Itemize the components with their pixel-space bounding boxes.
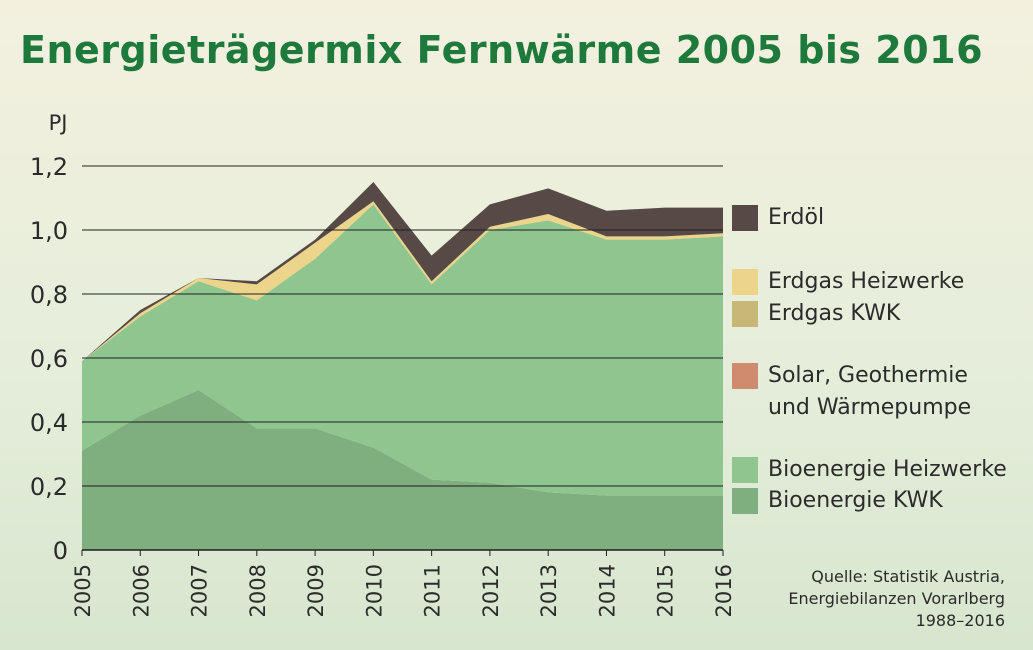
legend-item-bioenergie-kwk: Bioenergie KWK [732,485,943,517]
x-tick-label: 2011 [421,564,445,617]
legend-swatch [732,269,758,295]
area-series-0 [82,390,723,550]
legend-swatch [732,488,758,514]
x-tick-label: 2005 [71,564,95,617]
x-tick-label: 2012 [479,564,503,617]
legend-label: Bioenergie KWK [768,488,943,513]
area-series-group [82,182,723,550]
x-tick-label: 2016 [712,564,736,617]
y-tick-label: 0 [53,537,68,565]
legend-label: Solar, Geothermie und Wärmepumpe [768,363,972,420]
grid-lines [82,165,723,551]
legend-label: Erdgas Heizwerke [768,269,965,294]
legend-swatch [732,457,758,483]
y-tick-label: 0,4 [30,409,68,437]
legend-item-erdgas-kwk: Erdgas KWK [732,298,900,330]
legend-label: Erdöl [768,205,825,230]
y-tick-label: 1,2 [30,153,68,181]
y-axis-label: PJ [49,111,68,135]
source-note: Quelle: Statistik Austria, Energiebilanz… [788,567,1005,630]
legend-swatch [732,301,758,327]
x-tick-label: 2007 [188,564,212,617]
chart-title: Energieträgermix Fernwärme 2005 bis 2016 [20,28,984,72]
x-tick-label: 2014 [595,564,619,617]
x-tick-label: 2015 [654,564,678,617]
x-tick-label: 2013 [537,564,561,617]
y-tick-label: 0,6 [30,345,68,373]
x-axis: 2005 2006 2007 2008 2009 2010 2011 2012 2013 2014… [71,550,736,617]
area-series-1 [82,204,723,496]
y-axis: 0 0,2 0,4 0,6 0,8 1,0 1,2 [30,153,68,565]
y-tick-label: 1,0 [30,217,68,245]
x-tick-label: 2008 [246,564,270,617]
y-tick-label: 0,8 [30,281,68,309]
x-tick-label: 2010 [362,564,386,617]
legend-swatch [732,205,758,231]
legend-item-bioenergie-heizwerke: Bioenergie Heizwerke [732,454,1007,486]
area-series-4 [82,201,723,362]
legend-swatch [732,363,758,389]
legend: Erdöl Erdgas Heizwerke Erdgas KWK Solar,… [732,0,1032,650]
x-tick-label: 2006 [129,564,153,617]
legend-label: Erdgas KWK [768,301,901,326]
legend-item-erdoel: Erdöl [732,202,824,234]
legend-item-erdgas-heizwerke: Erdgas Heizwerke [732,266,964,298]
x-tick-label: 2009 [304,564,328,617]
legend-label: Bioenergie Heizwerke [768,457,1007,482]
y-tick-label: 0,2 [30,473,68,501]
legend-item-solar-geothermie: Solar, Geothermie und Wärmepumpe [732,360,971,424]
